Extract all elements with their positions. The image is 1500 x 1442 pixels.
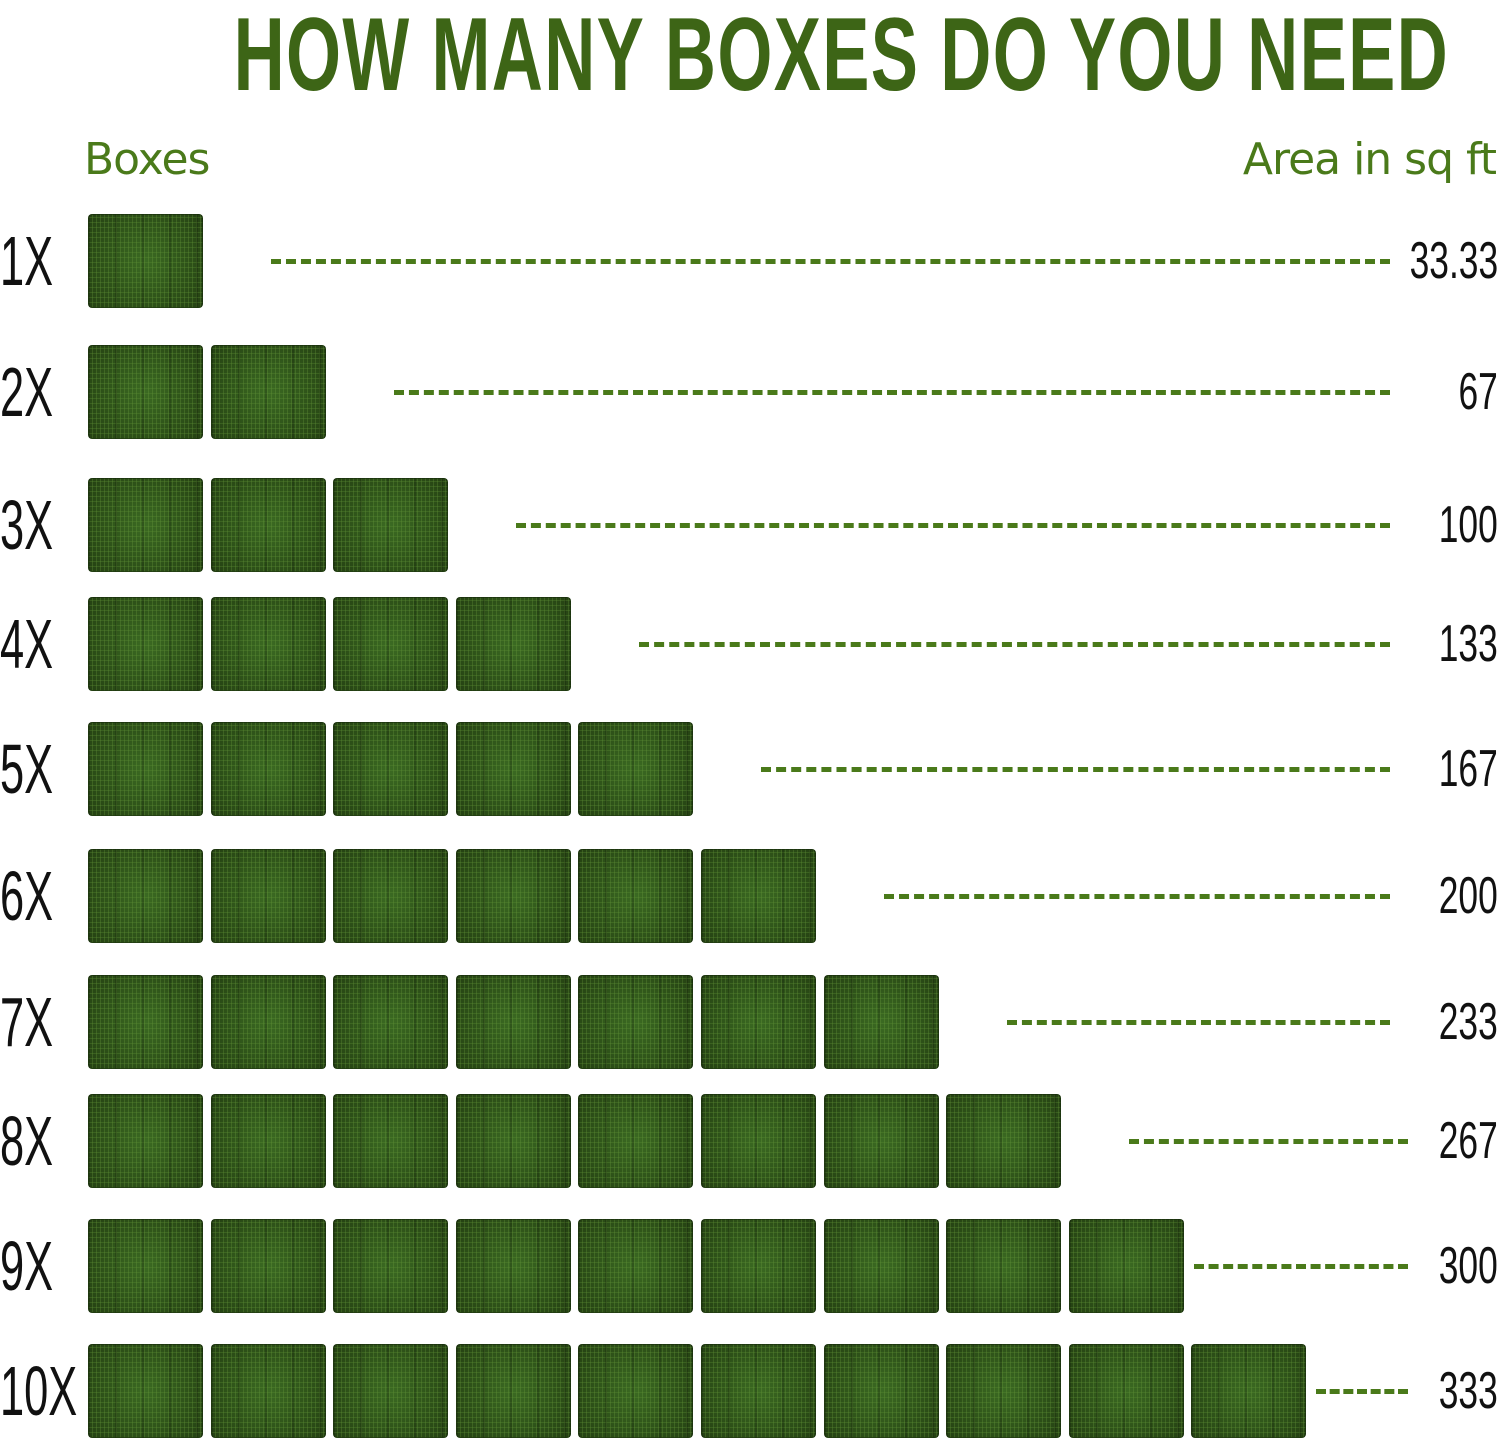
turf-box-tile: [333, 597, 448, 691]
box-count-label: 3X: [0, 486, 54, 564]
turf-box-tile: [456, 975, 571, 1069]
turf-box-tile: [88, 214, 203, 308]
turf-box-tile: [211, 345, 326, 439]
area-column-header: Area in sq ft: [1242, 134, 1497, 185]
area-value: 233: [1438, 993, 1498, 1051]
row-10x: 10X 333: [0, 1344, 1500, 1438]
box-count-label: 6X: [0, 857, 54, 935]
turf-box-tile: [333, 1094, 448, 1188]
turf-box-tile: [946, 1094, 1061, 1188]
area-value: 33.33: [1409, 232, 1498, 290]
dashed-leader-line: [1316, 1389, 1408, 1394]
box-count-label: 10X: [0, 1352, 78, 1430]
turf-box-tile: [88, 478, 203, 572]
area-value: 333: [1438, 1362, 1498, 1420]
box-count-label: 4X: [0, 605, 54, 683]
row-1x: 1X 33.33: [0, 214, 1500, 308]
row-6x: 6X 200: [0, 849, 1500, 943]
box-count-label: 1X: [0, 222, 54, 300]
turf-box-tile: [578, 1094, 693, 1188]
turf-box-tile: [211, 1094, 326, 1188]
turf-box-tile: [211, 1344, 326, 1438]
dashed-leader-line: [394, 390, 1390, 395]
turf-box-tile: [211, 478, 326, 572]
turf-box-tile: [88, 597, 203, 691]
turf-box-tile: [946, 1219, 1061, 1313]
box-count-label: 8X: [0, 1102, 54, 1180]
dashed-leader-line: [884, 894, 1390, 899]
turf-box-tile: [456, 1094, 571, 1188]
turf-box-tile: [578, 722, 693, 816]
turf-box-tile: [824, 975, 939, 1069]
dashed-leader-line: [639, 642, 1390, 647]
turf-box-tile: [333, 849, 448, 943]
dashed-leader-line: [271, 259, 1390, 264]
row-9x: 9X 300: [0, 1219, 1500, 1313]
turf-box-tile: [701, 975, 816, 1069]
turf-box-tile: [88, 1219, 203, 1313]
turf-box-tile: [1069, 1219, 1184, 1313]
turf-box-tile: [1069, 1344, 1184, 1438]
area-value: 67: [1458, 363, 1498, 421]
dashed-leader-line: [516, 523, 1390, 528]
turf-box-tile: [456, 1219, 571, 1313]
box-count-label: 2X: [0, 353, 54, 431]
turf-box-tile: [578, 849, 693, 943]
box-count-label: 5X: [0, 730, 54, 808]
dashed-leader-line: [1129, 1139, 1408, 1144]
turf-box-tile: [333, 975, 448, 1069]
turf-box-tile: [578, 1344, 693, 1438]
page-title: HOW MANY BOXES DO YOU NEED: [233, 0, 1450, 113]
dashed-leader-line: [761, 767, 1390, 772]
turf-box-tile: [824, 1344, 939, 1438]
turf-box-tile: [701, 849, 816, 943]
row-8x: 8X 267: [0, 1094, 1500, 1188]
row-3x: 3X 100: [0, 478, 1500, 572]
turf-box-tile: [333, 1344, 448, 1438]
area-value: 133: [1438, 615, 1498, 673]
turf-box-tile: [88, 1094, 203, 1188]
row-4x: 4X 133: [0, 597, 1500, 691]
row-2x: 2X 67: [0, 345, 1500, 439]
turf-box-tile: [701, 1219, 816, 1313]
area-value: 267: [1438, 1112, 1498, 1170]
turf-box-tile: [211, 849, 326, 943]
turf-box-tile: [333, 1219, 448, 1313]
turf-box-tile: [824, 1219, 939, 1313]
area-value: 300: [1438, 1237, 1498, 1295]
row-7x: 7X 233: [0, 975, 1500, 1069]
turf-box-tile: [946, 1344, 1061, 1438]
area-value: 100: [1438, 496, 1498, 554]
turf-box-tile: [578, 1219, 693, 1313]
area-value: 200: [1438, 867, 1498, 925]
turf-box-tile: [824, 1094, 939, 1188]
turf-box-tile: [211, 597, 326, 691]
turf-box-tile: [211, 722, 326, 816]
turf-box-tile: [88, 975, 203, 1069]
turf-box-tile: [701, 1344, 816, 1438]
turf-box-tile: [456, 849, 571, 943]
turf-box-tile: [456, 597, 571, 691]
box-count-label: 7X: [0, 983, 54, 1061]
turf-box-tile: [88, 1344, 203, 1438]
box-count-label: 9X: [0, 1227, 54, 1305]
turf-box-tile: [88, 722, 203, 816]
dashed-leader-line: [1194, 1264, 1408, 1269]
turf-box-tile: [211, 975, 326, 1069]
dashed-leader-line: [1007, 1020, 1390, 1025]
turf-box-tile: [333, 722, 448, 816]
boxes-column-header: Boxes: [84, 134, 210, 185]
turf-box-tile: [211, 1219, 326, 1313]
area-value: 167: [1438, 740, 1498, 798]
turf-box-tile: [456, 1344, 571, 1438]
turf-box-tile: [333, 478, 448, 572]
row-5x: 5X 167: [0, 722, 1500, 816]
turf-box-tile: [1191, 1344, 1306, 1438]
turf-box-tile: [88, 849, 203, 943]
turf-box-tile: [578, 975, 693, 1069]
turf-box-tile: [701, 1094, 816, 1188]
turf-box-tile: [456, 722, 571, 816]
turf-box-tile: [88, 345, 203, 439]
